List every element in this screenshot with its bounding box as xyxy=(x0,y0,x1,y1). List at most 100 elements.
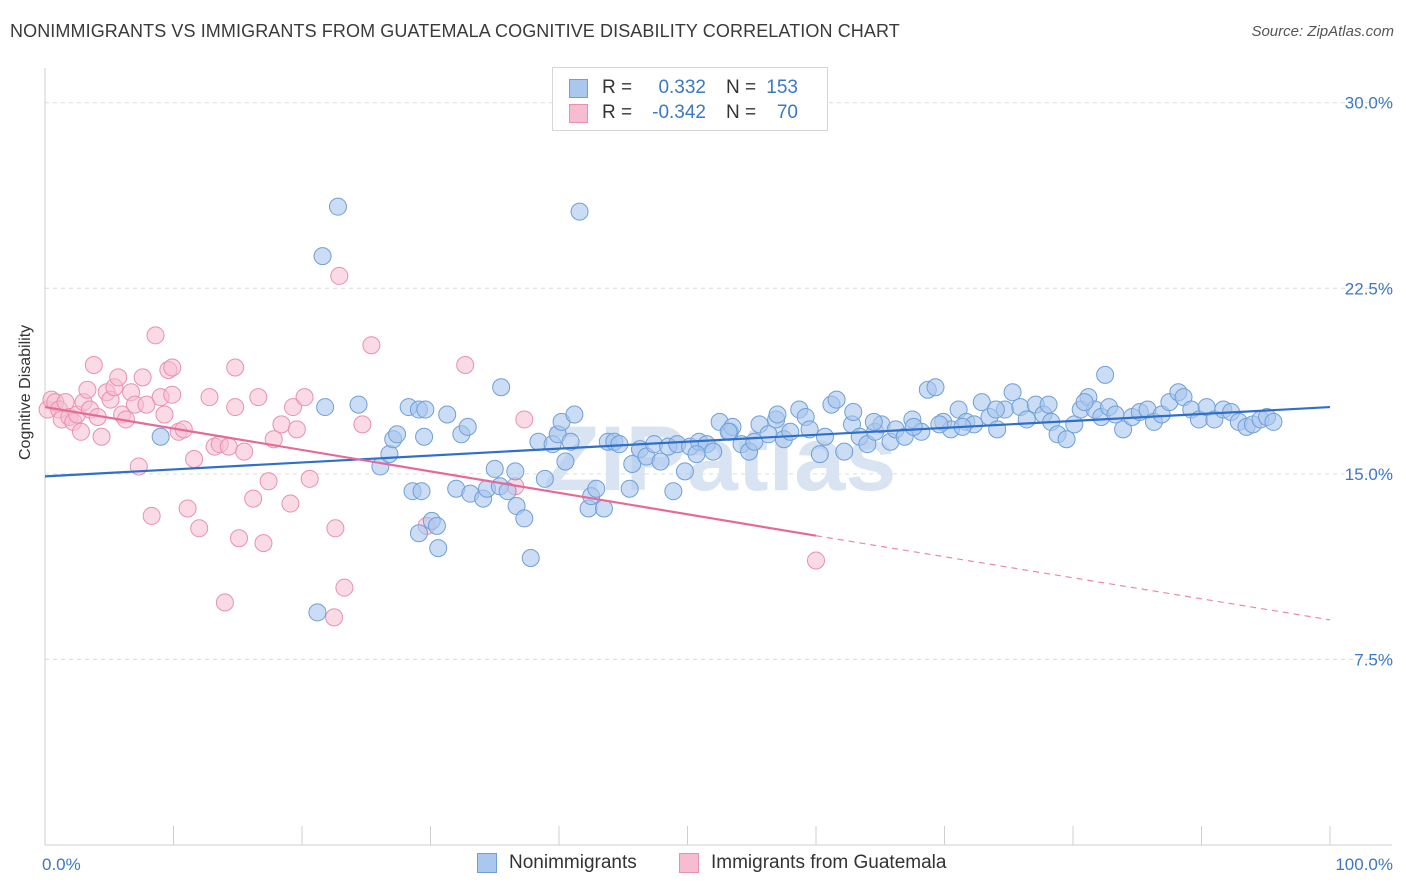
data-point-nonimmigrants xyxy=(316,398,335,417)
data-point-immigrants xyxy=(300,469,319,488)
data-point-nonimmigrants xyxy=(704,442,723,461)
r-label: R = xyxy=(602,77,633,98)
data-point-nonimmigrants xyxy=(687,445,706,464)
legend-swatch-blue xyxy=(569,78,588,98)
y-tick-label: 7.5% xyxy=(1354,650,1393,669)
data-point-immigrants xyxy=(190,519,209,538)
legend-item-immigrants: Immigrants from Guatemala xyxy=(679,852,946,874)
data-point-nonimmigrants xyxy=(349,395,368,414)
data-point-nonimmigrants xyxy=(675,462,694,481)
data-point-nonimmigrants xyxy=(1003,383,1022,402)
data-point-nonimmigrants xyxy=(1106,405,1125,424)
y-axis-label: Cognitive Disability xyxy=(17,324,34,460)
x-tick-label: 100.0% xyxy=(1335,855,1393,874)
data-point-nonimmigrants xyxy=(492,378,511,397)
data-point-immigrants xyxy=(178,499,197,518)
tick-labels: 7.5% 15.0% 22.5% 30.0% 0.0% 100.0% xyxy=(42,94,1393,874)
data-point-immigrants xyxy=(84,356,103,375)
data-point-immigrants xyxy=(109,368,128,387)
data-point-nonimmigrants xyxy=(1057,430,1076,449)
data-point-nonimmigrants xyxy=(498,482,517,501)
data-point-nonimmigrants xyxy=(926,378,945,397)
data-point-nonimmigrants xyxy=(810,445,829,464)
data-point-nonimmigrants xyxy=(835,442,854,461)
legend-swatch-pink xyxy=(569,103,588,123)
data-point-nonimmigrants xyxy=(620,479,639,498)
r-value: 0.332 xyxy=(658,77,706,98)
n-label: N = xyxy=(726,77,757,98)
data-point-immigrants xyxy=(133,368,152,387)
data-point-nonimmigrants xyxy=(768,405,787,424)
data-point-immigrants xyxy=(163,385,182,404)
data-point-nonimmigrants xyxy=(388,425,407,444)
data-point-immigrants xyxy=(92,427,111,446)
data-point-immigrants xyxy=(295,388,314,407)
data-point-immigrants xyxy=(137,395,156,414)
data-point-nonimmigrants xyxy=(380,445,399,464)
data-point-nonimmigrants xyxy=(328,197,347,216)
legend-label-nonimmigrants: Nonimmigrants xyxy=(509,852,637,873)
data-point-nonimmigrants xyxy=(1075,393,1094,412)
legend-label-immigrants: Immigrants from Guatemala xyxy=(711,852,947,873)
r-value: -0.342 xyxy=(652,102,706,123)
data-point-nonimmigrants xyxy=(815,427,834,446)
data-point-nonimmigrants xyxy=(308,603,327,622)
data-point-nonimmigrants xyxy=(719,422,738,441)
data-point-immigrants xyxy=(78,380,97,399)
data-point-immigrants xyxy=(215,593,234,612)
n-label: N = xyxy=(726,102,757,123)
data-point-immigrants xyxy=(362,336,381,355)
data-point-nonimmigrants xyxy=(781,422,800,441)
data-point-nonimmigrants xyxy=(427,516,446,535)
legend-swatch-pink xyxy=(679,853,699,873)
data-point-immigrants xyxy=(185,450,204,469)
legend-swatch-blue xyxy=(477,853,497,873)
data-point-nonimmigrants xyxy=(1264,412,1283,431)
data-point-immigrants xyxy=(281,494,300,513)
data-point-nonimmigrants xyxy=(535,469,554,488)
data-point-immigrants xyxy=(272,415,291,434)
data-point-nonimmigrants xyxy=(651,452,670,471)
data-point-immigrants xyxy=(230,529,249,548)
y-tick-label: 22.5% xyxy=(1345,279,1393,298)
data-point-nonimmigrants xyxy=(1039,395,1058,414)
data-point-nonimmigrants xyxy=(429,539,448,558)
data-point-immigrants xyxy=(235,442,254,461)
data-point-nonimmigrants xyxy=(561,432,580,451)
data-point-immigrants xyxy=(219,437,238,456)
source-label: Source: ZipAtlas.com xyxy=(1251,23,1394,40)
n-value: 70 xyxy=(776,102,798,123)
chart-title: NONIMMIGRANTS VS IMMIGRANTS FROM GUATEMA… xyxy=(10,21,900,41)
data-point-immigrants xyxy=(325,608,344,627)
data-point-immigrants xyxy=(146,326,165,345)
data-point-nonimmigrants xyxy=(485,459,504,478)
data-point-nonimmigrants xyxy=(864,412,883,431)
data-point-nonimmigrants xyxy=(972,393,991,412)
data-point-immigrants xyxy=(353,415,372,434)
data-point-immigrants xyxy=(456,356,475,375)
data-point-nonimmigrants xyxy=(904,417,923,436)
data-point-nonimmigrants xyxy=(521,548,540,567)
data-point-nonimmigrants xyxy=(1017,410,1036,429)
data-point-immigrants xyxy=(71,422,90,441)
data-point-nonimmigrants xyxy=(438,405,457,424)
data-point-nonimmigrants xyxy=(1114,420,1133,439)
data-point-nonimmigrants xyxy=(930,415,949,434)
data-point-nonimmigrants xyxy=(416,400,435,419)
data-point-nonimmigrants xyxy=(556,452,575,471)
data-point-immigrants xyxy=(326,519,345,538)
data-point-immigrants xyxy=(226,358,245,377)
legend-row-immigrants: R = -0.342 N = 70 xyxy=(569,101,798,125)
data-point-immigrants xyxy=(155,405,174,424)
data-point-nonimmigrants xyxy=(515,509,534,528)
data-point-nonimmigrants xyxy=(800,420,819,439)
legend-row-nonimmigrants: R = 0.332 N = 153 xyxy=(569,76,798,100)
data-point-immigrants xyxy=(330,266,349,285)
r-label: R = xyxy=(602,102,633,123)
data-point-nonimmigrants xyxy=(570,202,589,221)
data-point-nonimmigrants xyxy=(151,427,170,446)
data-point-nonimmigrants xyxy=(565,405,584,424)
data-point-nonimmigrants xyxy=(664,482,683,501)
data-point-immigrants xyxy=(515,410,534,429)
